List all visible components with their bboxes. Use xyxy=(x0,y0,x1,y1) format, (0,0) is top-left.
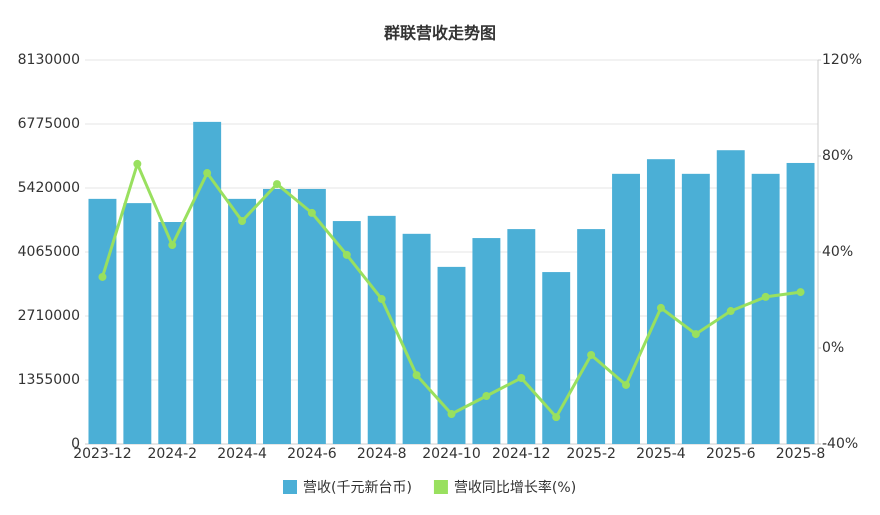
bar xyxy=(646,159,675,445)
bar xyxy=(297,188,326,444)
line-point xyxy=(342,250,351,259)
y-tick-label: 8130000 xyxy=(18,52,80,68)
line-point xyxy=(587,350,596,359)
line-point xyxy=(168,241,177,250)
line-point xyxy=(691,330,700,339)
bar xyxy=(507,229,536,444)
x-tick-label: 2025-2 xyxy=(566,446,616,462)
y2-tick-label: 40% xyxy=(822,244,853,260)
y2-tick-label: 120% xyxy=(822,52,862,68)
legend-swatch xyxy=(283,480,297,494)
y-tick-label: 5420000 xyxy=(18,180,80,196)
bar xyxy=(263,188,291,444)
y-tick-label: 2710000 xyxy=(18,308,80,324)
line-point xyxy=(307,208,316,217)
x-tick-label: 2024-2 xyxy=(147,446,197,462)
bar xyxy=(123,203,152,444)
x-tick-label: 2024-6 xyxy=(287,446,337,462)
line-point xyxy=(761,292,770,301)
line-point xyxy=(412,371,421,380)
bar xyxy=(577,229,606,444)
bar xyxy=(158,222,187,444)
bar xyxy=(786,162,815,444)
y2-tick-label: -40% xyxy=(822,436,858,452)
x-tick-label: 2024-12 xyxy=(492,446,551,462)
y-tick-label: 0 xyxy=(71,436,80,452)
x-tick-label: 2024-8 xyxy=(357,446,407,462)
line-point xyxy=(238,217,247,226)
line-point xyxy=(482,392,491,400)
line-point xyxy=(447,410,456,418)
bar xyxy=(88,198,117,444)
line-point xyxy=(133,159,142,168)
x-tick-label: 2023-12 xyxy=(73,446,132,462)
line-point xyxy=(517,374,526,382)
y-tick-label: 6775000 xyxy=(18,116,80,132)
line-point xyxy=(796,288,805,297)
y-tick-label: 1355000 xyxy=(18,372,80,388)
legend-label: 营收同比增长率(%) xyxy=(454,479,576,496)
legend-label: 营收(千元新台币) xyxy=(303,480,412,496)
line-point xyxy=(98,272,107,281)
y2-tick-label: 0% xyxy=(822,340,844,356)
bar xyxy=(402,233,431,444)
x-tick-label: 2025-6 xyxy=(706,446,756,462)
line-point xyxy=(272,180,281,189)
bar xyxy=(367,215,396,444)
line-point xyxy=(622,380,631,389)
line-point xyxy=(726,307,735,316)
x-tick-label: 2025-4 xyxy=(636,446,686,462)
bar xyxy=(228,198,257,444)
x-tick-label: 2025-8 xyxy=(776,446,826,462)
chart-title: 群联营收走势图 xyxy=(384,24,496,43)
legend-swatch xyxy=(433,480,448,494)
y2-tick-label: 80% xyxy=(822,148,853,164)
bar xyxy=(751,173,780,444)
bar xyxy=(681,173,710,444)
line-point xyxy=(377,295,386,304)
bar xyxy=(472,238,501,444)
x-tick-label: 2024-4 xyxy=(217,446,267,462)
y-tick-label: 4065000 xyxy=(18,244,80,260)
bar xyxy=(716,150,745,444)
line-point xyxy=(203,169,212,178)
line-point xyxy=(656,303,665,312)
x-tick-label: 2024-10 xyxy=(422,446,481,462)
line-point xyxy=(552,413,561,422)
bar xyxy=(612,173,640,444)
